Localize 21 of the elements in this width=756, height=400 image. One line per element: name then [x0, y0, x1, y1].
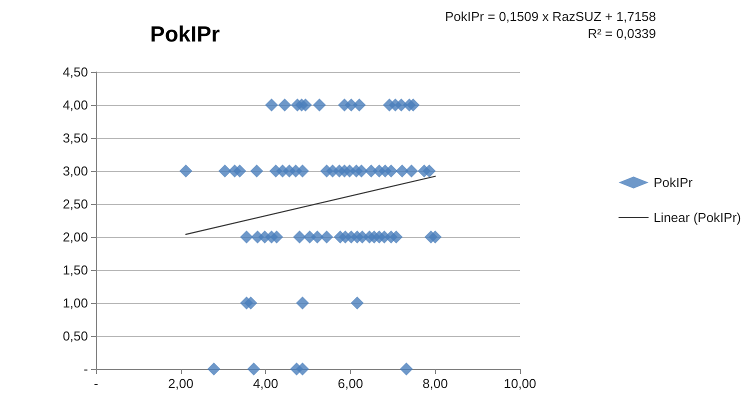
- y-tick-label: 1,00: [62, 296, 88, 310]
- legend-label: PokIPr: [654, 175, 694, 190]
- y-tick-label: 4,50: [62, 64, 88, 80]
- y-tick-label: 4,00: [62, 98, 88, 112]
- x-tick-label: -: [94, 376, 98, 391]
- chart-title: PokIPr: [150, 22, 220, 46]
- y-tick-label: -: [84, 362, 88, 376]
- y-tick-label: 3,00: [62, 164, 88, 178]
- y-tick-label: 2,50: [62, 196, 88, 212]
- x-tick-label: 4,00: [252, 376, 278, 391]
- x-tick-label: 8,00: [422, 376, 448, 391]
- y-tick-label: 2,00: [62, 230, 88, 244]
- y-tick-label: 3,50: [62, 130, 88, 146]
- y-tick-label: 0,50: [62, 328, 88, 344]
- text: R² = 0,0339: [588, 26, 656, 41]
- legend-label: Linear (PokIPr): [654, 210, 741, 225]
- x-tick-label: 10,00: [504, 376, 536, 391]
- x-tick-label: 6,00: [338, 376, 364, 391]
- y-tick-label: 1,50: [62, 262, 88, 278]
- x-tick-label: 2,00: [168, 376, 194, 391]
- text: PokIPr = 0,1509 x RazSUZ + 1,7158: [444, 9, 656, 24]
